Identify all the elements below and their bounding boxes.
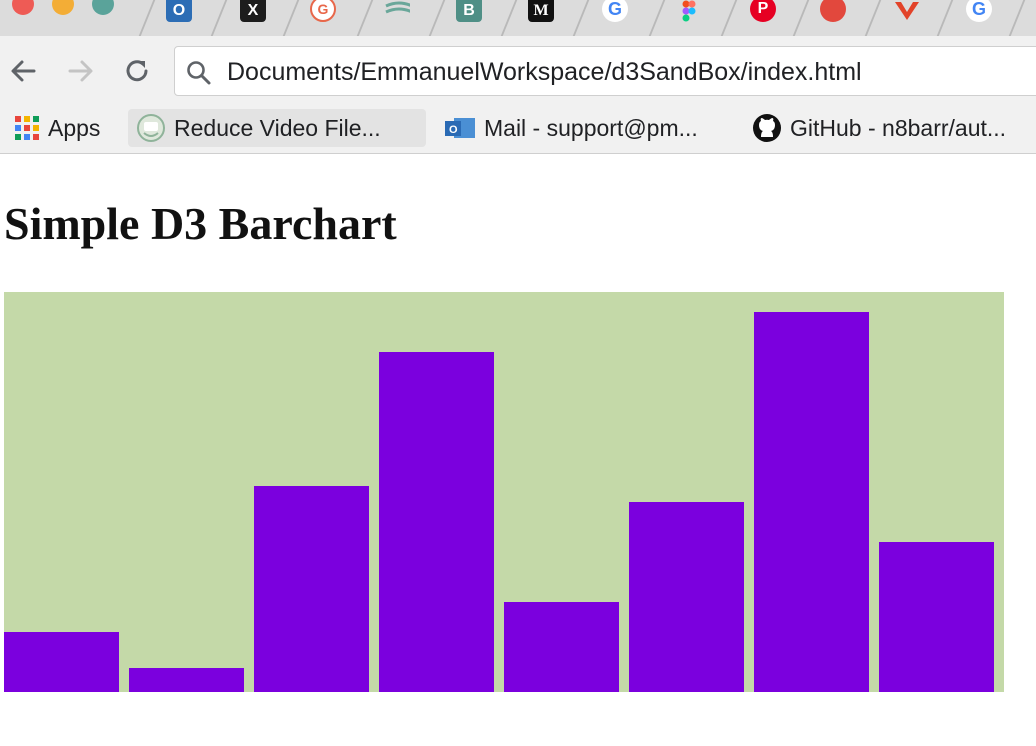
bar-6 — [629, 502, 744, 692]
bar-3 — [254, 486, 369, 692]
svg-text:O: O — [449, 124, 458, 136]
arrow-left-icon — [11, 60, 36, 82]
bar-7 — [754, 312, 869, 692]
zoom-window-button[interactable] — [92, 0, 114, 15]
tab-medium[interactable]: M — [528, 0, 554, 22]
page-title: Simple D3 Barchart — [4, 198, 397, 249]
arrow-right-icon — [68, 60, 93, 82]
tab-divider — [720, 0, 738, 36]
tab-divider — [210, 0, 228, 36]
grammarly-icon: G — [317, 1, 329, 17]
bookmarks-bar: Apps Reduce Video File... O Mail - suppo… — [0, 106, 1036, 154]
tab-s-app[interactable] — [384, 0, 410, 22]
minimize-window-button[interactable] — [52, 0, 74, 15]
reload-icon — [126, 60, 148, 82]
url-text[interactable]: Documents/EmmanuelWorkspace/d3SandBox/in… — [227, 58, 862, 86]
tab-divider — [138, 0, 156, 36]
forward-button[interactable] — [64, 54, 98, 88]
tab-google-2[interactable]: G — [966, 0, 992, 22]
tab-google[interactable]: G — [602, 0, 628, 22]
box-b-icon: B — [463, 2, 475, 19]
tab-box[interactable]: B — [456, 0, 482, 22]
tab-divider — [356, 0, 374, 36]
bookmark-label: Mail - support@pm... — [484, 114, 698, 141]
browser-toolbar: Documents/EmmanuelWorkspace/d3SandBox/in… — [0, 36, 1036, 106]
bookmark-reduce-video[interactable]: Reduce Video File... — [128, 109, 426, 147]
bar-chart-svg — [4, 292, 1004, 692]
bookmark-mail[interactable]: O Mail - support@pm... — [444, 109, 698, 147]
github-icon — [752, 113, 782, 143]
s-wave-icon — [385, 1, 410, 14]
tab-divider — [936, 0, 954, 36]
outlook-icon: O — [172, 2, 186, 19]
bar-1 — [4, 632, 119, 692]
close-window-button[interactable] — [12, 0, 34, 15]
tab-strip: O X G B M G P G — [0, 0, 1036, 36]
figma-icon — [682, 0, 696, 22]
tab-divider — [282, 0, 300, 36]
tab-divider — [864, 0, 882, 36]
tab-red-app[interactable] — [820, 0, 846, 22]
outlook-icon: O — [444, 115, 476, 141]
bookmark-apps[interactable]: Apps — [14, 109, 100, 147]
pinterest-icon: P — [757, 0, 769, 17]
bar-chart — [4, 292, 1004, 692]
google-icon: G — [971, 0, 986, 19]
bar-4 — [379, 352, 494, 692]
tab-divider — [1008, 0, 1026, 36]
apps-grid-icon — [14, 115, 40, 141]
tab-divider — [428, 0, 446, 36]
bookmark-label: Reduce Video File... — [174, 114, 381, 141]
bookmark-label: GitHub - n8barr/aut... — [790, 114, 1007, 141]
tab-figma[interactable] — [676, 0, 702, 22]
google-icon: G — [607, 0, 622, 19]
tab-divider — [500, 0, 518, 36]
search-icon — [187, 61, 211, 85]
bar-group — [4, 312, 994, 692]
tab-divider — [648, 0, 666, 36]
excel-icon: X — [247, 2, 259, 19]
address-bar[interactable]: Documents/EmmanuelWorkspace/d3SandBox/in… — [174, 46, 1036, 96]
bar-8 — [879, 542, 994, 692]
gitlab-icon — [895, 2, 919, 20]
bookmark-label: Apps — [48, 114, 101, 141]
back-button[interactable] — [6, 54, 40, 88]
bar-2 — [129, 668, 244, 692]
tab-excel[interactable]: X — [240, 0, 266, 22]
tab-pinterest[interactable]: P — [750, 0, 776, 22]
reload-button[interactable] — [120, 54, 154, 88]
bar-5 — [504, 602, 619, 692]
tab-divider — [572, 0, 590, 36]
tab-divider — [792, 0, 810, 36]
medium-icon: M — [533, 2, 549, 19]
tab-grammarly[interactable]: G — [310, 0, 336, 22]
video-app-icon — [136, 113, 166, 143]
tab-gitlab[interactable] — [894, 0, 920, 22]
bookmark-github[interactable]: GitHub - n8barr/aut... — [752, 109, 1006, 147]
tab-outlook[interactable]: O — [166, 0, 192, 22]
